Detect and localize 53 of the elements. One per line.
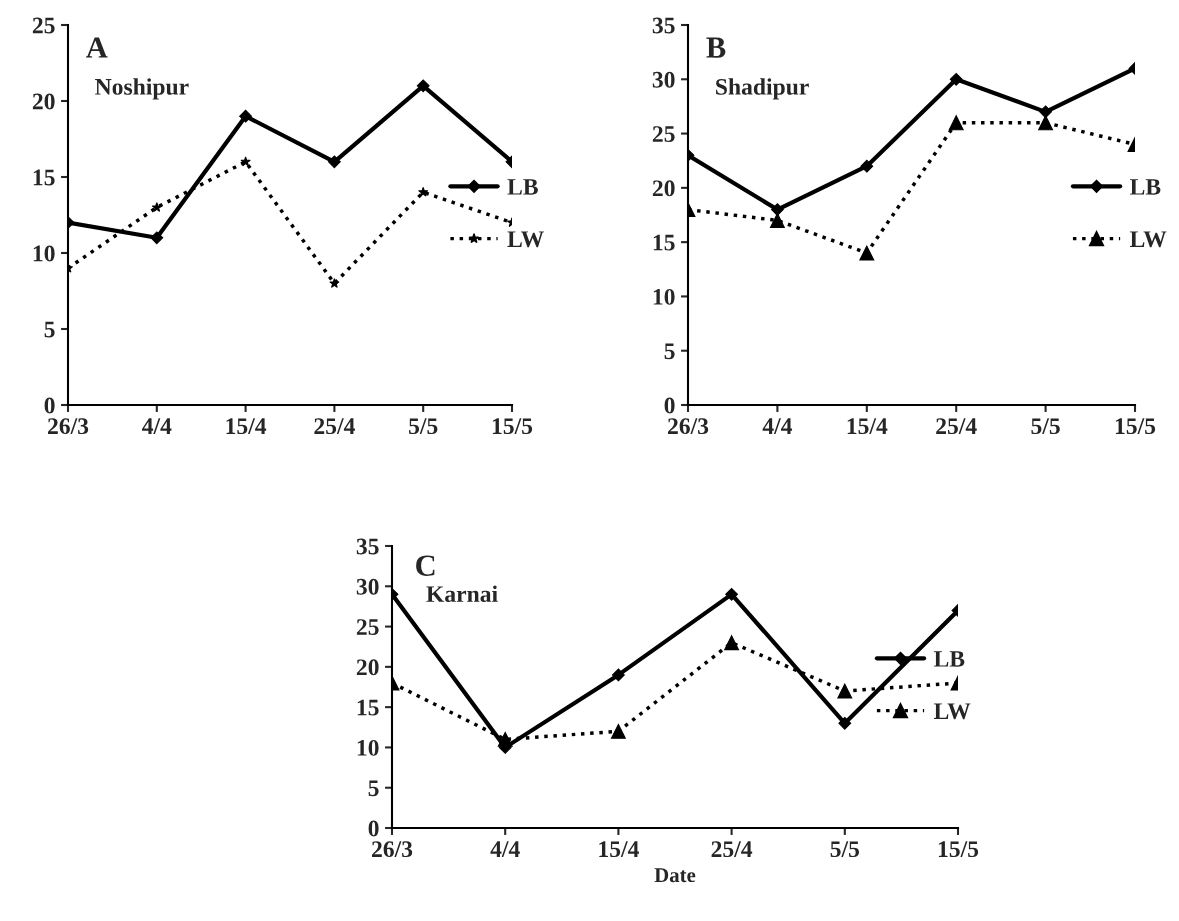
x-tick-label: 5/5: [409, 418, 438, 435]
x-tick-label: 25/4: [711, 841, 753, 858]
x-tick-label: 4/4: [762, 418, 793, 435]
y-tick-label: 10: [357, 739, 379, 756]
x-axis-title: Date: [654, 868, 696, 883]
x-tick-label: 5/5: [830, 841, 860, 858]
y-tick-label: 5: [44, 321, 55, 338]
legend-label: LB: [1129, 179, 1161, 195]
y-tick-label: 10: [33, 245, 55, 262]
x-tick-label: 25/4: [314, 418, 355, 435]
y-tick-label: 15: [357, 699, 379, 716]
y-tick-label: 30: [652, 71, 675, 88]
y-tick-label: 35: [652, 17, 675, 34]
x-tick-label: 26/3: [668, 418, 709, 435]
y-tick-label: 25: [32, 17, 55, 34]
annotation: B: [706, 37, 726, 58]
y-tick-label: 15: [653, 234, 675, 251]
annotation: C: [416, 555, 435, 576]
x-tick-label: 4/4: [490, 841, 520, 858]
y-tick-label: 30: [356, 578, 379, 595]
legend-label: LW: [1129, 231, 1167, 248]
x-tick-label: 15/5: [1115, 418, 1156, 435]
x-tick-label: 15/4: [847, 418, 888, 435]
annotation: Karnai: [426, 585, 498, 603]
legend-label: LB: [933, 651, 965, 667]
annotation: Noshipur: [95, 78, 189, 100]
x-tick-label: 26/3: [48, 418, 89, 435]
x-tick-label: 15/5: [492, 418, 533, 435]
x-tick-label: 15/5: [938, 841, 979, 858]
y-tick-label: 5: [368, 780, 379, 797]
y-tick-label: 20: [32, 93, 55, 110]
x-tick-label: 15/4: [599, 841, 639, 858]
y-tick-label: 25: [356, 619, 379, 635]
x-tick-label: 26/3: [372, 841, 413, 858]
annotation: Shadipur: [716, 78, 809, 100]
y-tick-label: 0: [664, 397, 675, 414]
y-tick-label: 20: [356, 659, 379, 676]
y-tick-label: 5: [664, 343, 675, 360]
x-tick-label: 25/4: [936, 418, 977, 435]
y-tick-label: 0: [44, 397, 55, 414]
legend-label: LB: [507, 179, 538, 195]
y-tick-label: 15: [33, 169, 55, 186]
y-tick-label: 35: [356, 538, 379, 555]
y-tick-label: 25: [652, 126, 675, 142]
y-tick-label: 20: [652, 180, 675, 197]
y-tick-label: 10: [653, 288, 675, 305]
x-tick-label: 4/4: [142, 418, 172, 435]
legend-label: LW: [933, 703, 971, 720]
y-tick-label: 0: [368, 820, 379, 837]
x-tick-label: 5/5: [1031, 418, 1060, 435]
x-tick-label: 15/4: [226, 418, 267, 435]
annotation: A: [86, 37, 108, 58]
legend-label: LW: [507, 231, 544, 248]
